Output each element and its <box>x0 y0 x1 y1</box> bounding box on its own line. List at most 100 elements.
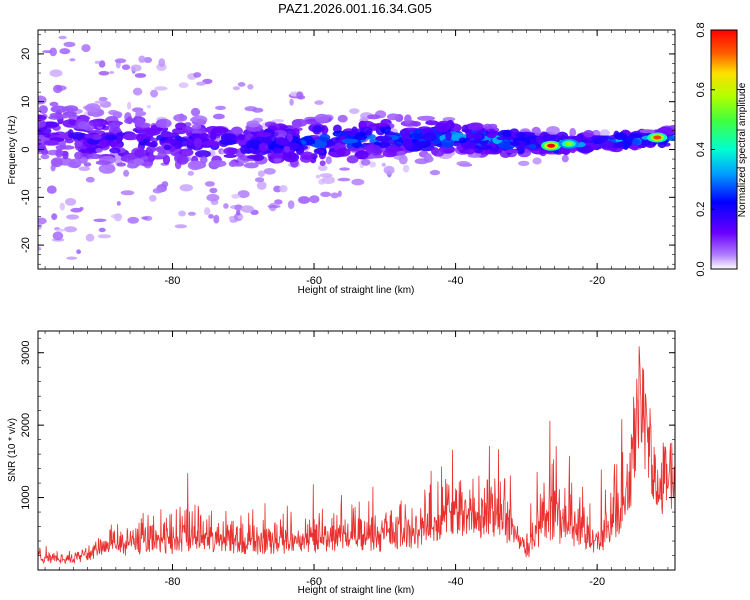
spectrogram-cell <box>272 147 282 155</box>
spectrogram-cell <box>209 187 218 194</box>
spectrogram-cell <box>94 100 107 104</box>
spectrogram-cell <box>237 215 244 220</box>
spectrogram-cell <box>465 132 483 139</box>
spectrogram-cell <box>60 145 75 150</box>
spectrogram-cell <box>38 105 48 114</box>
spectrogram-cell <box>126 116 133 125</box>
spectrogram-cell <box>69 132 86 140</box>
spectrogram-cell <box>518 160 530 166</box>
spectrogram-cell <box>187 170 194 176</box>
spectrogram-cell <box>178 148 194 157</box>
spectrogram-cell <box>59 202 65 211</box>
spectrogram-cell <box>337 114 348 123</box>
spectrogram-cell <box>287 200 295 210</box>
x-tick-label: -40 <box>448 275 464 287</box>
spectrogram-cell <box>237 134 246 141</box>
spectrogram-cell <box>98 164 116 174</box>
y-tick-label: 1000 <box>20 485 32 509</box>
spectrogram-cell <box>486 132 497 139</box>
spectrogram-cell <box>77 121 90 130</box>
spectrogram-cell <box>234 204 243 211</box>
spectrogram-cell <box>336 147 351 157</box>
colorbar: 0.0 0.2 0.4 0.6 0.8 Normalized spectral ampl… <box>695 22 748 276</box>
spectrogram-cell <box>614 132 628 141</box>
spectrogram-cell <box>160 132 175 138</box>
spectrogram-cell <box>132 87 143 96</box>
spectrogram-cell <box>50 157 63 168</box>
spectrogram-cell <box>149 194 157 202</box>
spectrogram-cell <box>65 198 77 206</box>
spectrogram-cell <box>136 133 144 143</box>
x-tick-label: -20 <box>589 576 605 588</box>
spectrogram-cell <box>95 160 112 166</box>
spectrogram-cell <box>150 89 159 98</box>
spectrogram-cell <box>247 84 254 90</box>
spectrogram-cell <box>38 95 47 105</box>
snr-series-line <box>38 346 675 565</box>
spectrogram-cell <box>556 131 569 141</box>
spectrogram-cell <box>267 204 281 209</box>
spectrogram-cell <box>84 133 94 139</box>
spectrogram-cell <box>213 113 225 120</box>
spectrogram-cell <box>397 150 406 156</box>
spectrogram-cell <box>319 173 333 178</box>
spectrogram-cell <box>38 222 42 230</box>
spectrogram-cell <box>79 207 84 211</box>
spectrogram-cell <box>509 141 520 146</box>
spectrogram-cell <box>276 137 290 146</box>
spectrogram-cell <box>432 149 445 157</box>
spectrogram-cell <box>76 249 81 254</box>
spectrogram-cell <box>271 119 285 123</box>
spectrogram-cell <box>181 126 193 134</box>
spectrogram-cell <box>414 128 422 134</box>
spectrogram-cell <box>399 128 410 137</box>
spectrogram-cell <box>374 122 390 128</box>
spectrogram-cell <box>178 82 189 89</box>
spectrogram-cell <box>467 122 484 131</box>
spectrogram-cell <box>107 122 118 129</box>
spectrogram-cell <box>411 121 421 127</box>
spectrogram-xlabel: Height of straight line (km) <box>298 285 415 296</box>
spectrogram-cell <box>64 138 74 144</box>
spectrogram-cell <box>81 44 91 53</box>
x-tick-label: -80 <box>165 576 181 588</box>
spectrogram-cell <box>307 138 316 145</box>
spectrogram-cell <box>298 196 310 204</box>
spectrogram-cell <box>442 117 456 122</box>
spectrogram-cell <box>314 100 324 105</box>
spectrogram-cell <box>425 120 439 126</box>
spectrogram-cell <box>195 118 205 124</box>
spectrogram-cell <box>321 175 335 185</box>
spectrogram-cell <box>630 143 639 151</box>
snr-ylabel: SNR (10 * v/v) <box>7 418 18 482</box>
spectrogram-cell <box>83 162 92 167</box>
spectrogram-cell <box>256 181 267 190</box>
spectrogram-cell <box>403 139 414 150</box>
spectrogram-cell <box>337 177 351 182</box>
spectrogram-cell <box>263 168 276 175</box>
spectrogram-panel: -80 -60 -40 -20 -20 -10 0 10 20 Height of strai… <box>7 29 676 296</box>
spectrogram-hotspot <box>653 135 662 140</box>
spectrogram-cell <box>196 81 206 86</box>
spectrogram-cell <box>127 101 132 110</box>
spectrogram-cell <box>257 170 265 177</box>
spectrogram-cell <box>297 145 308 151</box>
spectrogram-cell <box>369 161 376 168</box>
spectrogram-cell <box>228 160 237 167</box>
spectrogram-cell <box>337 190 342 197</box>
spectrogram-cell <box>115 134 122 144</box>
spectrogram-cell <box>109 71 115 74</box>
spectrogram-cell <box>223 147 237 155</box>
spectrogram-cell <box>497 129 512 139</box>
spectrogram-cell <box>381 162 386 167</box>
spectrogram-cell <box>320 191 331 197</box>
spectrogram-cell <box>120 190 135 196</box>
spectrogram-cell <box>127 216 139 224</box>
spectrogram-x-axis: -80 -60 -40 -20 <box>44 30 669 287</box>
spectrogram-cell <box>465 148 475 155</box>
spectrogram-cell <box>398 154 408 165</box>
spectrogram-cell <box>134 73 147 78</box>
spectrogram-cell <box>74 151 83 160</box>
spectrogram-cell <box>52 231 64 241</box>
spectrogram-cell <box>351 178 365 186</box>
